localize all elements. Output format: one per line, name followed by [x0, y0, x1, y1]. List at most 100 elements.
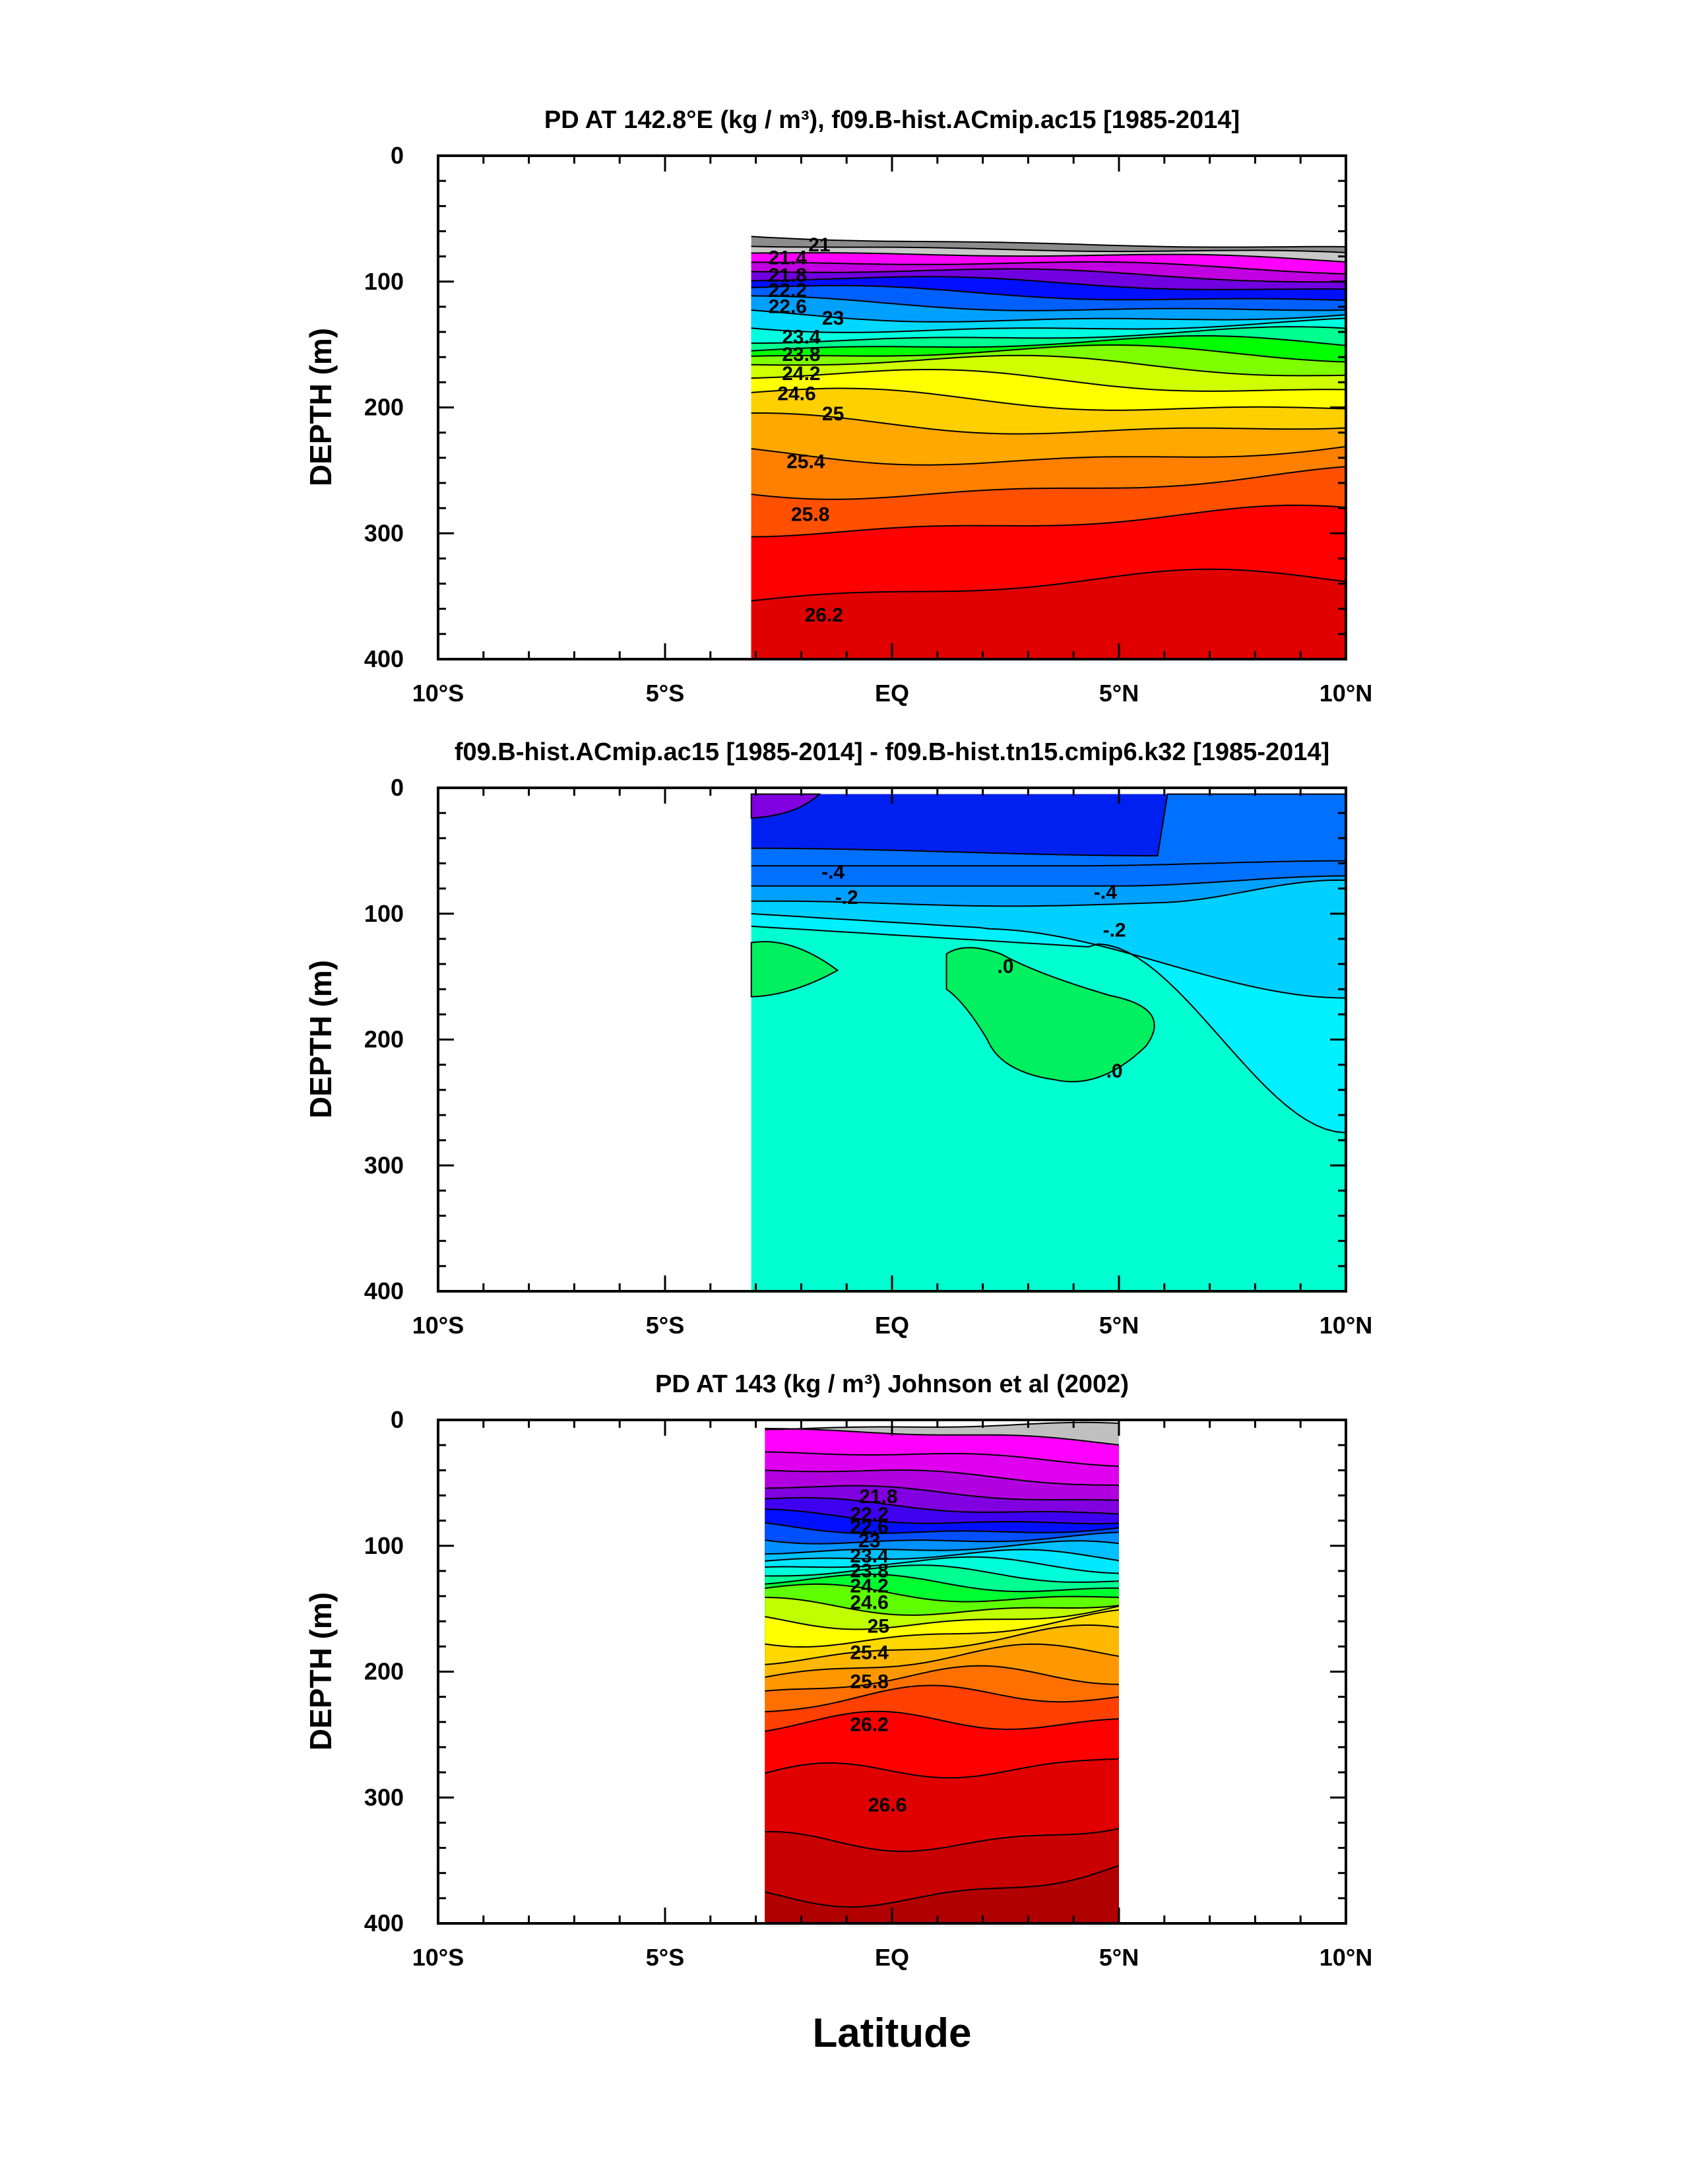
- x-tick-label: 10°S: [412, 680, 464, 707]
- contour-line-2: [765, 1427, 1120, 1446]
- contour-line-13: [765, 1564, 1120, 1583]
- contour-label: 22.6: [769, 296, 807, 318]
- y-tick-label: 0: [391, 1406, 404, 1433]
- contour-line-21: [751, 568, 1346, 602]
- contour-line-6: [751, 276, 1346, 290]
- contour-line-19: [751, 466, 1346, 500]
- x-tick-label: 10°S: [412, 1312, 464, 1339]
- contour-label: -.2: [835, 887, 858, 909]
- contour-line-10: [765, 1540, 1120, 1555]
- region-minus-0-1-line: [751, 925, 1346, 1134]
- contour-line-1: [765, 1421, 1120, 1430]
- contour-label: .0: [1106, 1060, 1123, 1082]
- region-minus-0-3-line: [751, 879, 1346, 907]
- contour-label: 25.8: [850, 1671, 888, 1693]
- panel-3-y-axis-label: DEPTH (m): [303, 1592, 338, 1750]
- panel-1-contour-lines: [751, 236, 1346, 602]
- region-minus-0-4-line: [751, 875, 1346, 887]
- contour-label: .0: [997, 956, 1013, 978]
- contour-line-23: [765, 1710, 1120, 1732]
- panel-2: f09.B-hist.ACmip.ac15 [1985-2014] - f09.…: [303, 738, 1372, 1339]
- contour-label: 23.8: [850, 1560, 888, 1582]
- region-minus-0-5: [751, 794, 1346, 856]
- contour-label: 21: [808, 234, 830, 256]
- contour-band-26: [765, 1865, 1119, 1923]
- x-tick-label: EQ: [875, 1312, 909, 1339]
- panel-3-title: PD AT 143 (kg / m³) Johnson et al (2002): [655, 1370, 1129, 1398]
- contour-line-9: [751, 309, 1346, 323]
- panel-1: PD AT 142.8°E (kg / m³), f09.B-hist.ACmi…: [303, 106, 1372, 707]
- y-tick-label: 300: [364, 519, 404, 546]
- contour-label: 26.2: [850, 1714, 888, 1735]
- region-strong-negative: [750, 793, 821, 819]
- x-tick-label: 10°N: [1320, 680, 1372, 707]
- contour-line-2: [751, 245, 1346, 253]
- region-minus-0-4b-line: [751, 860, 1346, 867]
- contour-label: 21.8: [859, 1486, 897, 1508]
- y-tick-label: 400: [364, 1910, 404, 1937]
- contour-label: 21.8: [769, 265, 807, 286]
- y-tick-label: 300: [364, 1783, 404, 1811]
- panel-3: PD AT 143 (kg / m³) Johnson et al (2002)…: [303, 1370, 1372, 1971]
- contour-line-20: [765, 1643, 1120, 1678]
- panel-3-axes: 10°S 5°S EQ 5°N 10°N 0 100 200 300 400: [364, 1406, 1372, 1971]
- contour-label: 23.8: [782, 344, 820, 366]
- contour-line-18: [751, 445, 1346, 466]
- contour-line-16: [751, 387, 1346, 411]
- contour-line-16: [765, 1596, 1120, 1616]
- contour-line-5: [765, 1485, 1120, 1501]
- contour-label: 25.4: [786, 451, 825, 472]
- x-tick-label: 5°S: [646, 1312, 684, 1339]
- contour-label: 22.2: [769, 280, 807, 302]
- panel-2-title: f09.B-hist.ACmip.ac15 [1985-2014] - f09.…: [455, 738, 1329, 766]
- panel-3-contour-lines: [765, 1421, 1120, 1908]
- contour-line-8: [751, 295, 1346, 311]
- x-axis-label: Latitude: [812, 2010, 971, 2056]
- y-tick-label: 400: [364, 1277, 404, 1304]
- contour-line-1: [751, 236, 1346, 248]
- contour-line-17: [751, 412, 1346, 435]
- contour-line-19: [765, 1624, 1120, 1665]
- x-tick-label: 10°N: [1320, 1944, 1372, 1971]
- x-tick-label: 5°N: [1099, 1312, 1139, 1339]
- region-minus-0-2-line: [751, 913, 1346, 999]
- panel-2-axes: 10°S 5°S EQ 5°N 10°N 0 100 200 300 400: [364, 774, 1372, 1339]
- y-tick-label: 200: [364, 394, 404, 421]
- y-tick-label: 300: [364, 1151, 404, 1178]
- region-positive-west: [750, 941, 839, 998]
- panel-1-title: PD AT 142.8°E (kg / m³), f09.B-hist.ACmi…: [544, 106, 1240, 134]
- y-tick-label: 100: [364, 268, 404, 295]
- x-tick-label: 10°S: [412, 1944, 464, 1971]
- y-tick-label: 0: [391, 774, 404, 801]
- panel-3-filled-contours: [765, 1422, 1119, 1923]
- x-tick-label: EQ: [875, 680, 909, 707]
- y-tick-label: 200: [364, 1026, 404, 1053]
- contour-line-13: [751, 344, 1346, 363]
- contour-line-11: [765, 1549, 1120, 1562]
- contour-label: -.2: [1103, 919, 1126, 941]
- contour-line-10: [751, 317, 1346, 333]
- contour-line-7: [751, 284, 1346, 302]
- contour-line-9: [765, 1531, 1120, 1545]
- contour-label: 22.6: [850, 1516, 888, 1538]
- panel-2-contour-labels: -.4 -.2 -.4 -.2 .0 .0: [821, 862, 1126, 1082]
- x-tick-label: EQ: [875, 1944, 909, 1971]
- contour-line-6: [765, 1496, 1120, 1515]
- y-tick-label: 200: [364, 1658, 404, 1685]
- contour-line-14: [765, 1573, 1119, 1593]
- contour-line-15: [751, 368, 1346, 392]
- y-tick-label: 400: [364, 645, 404, 672]
- contour-label: 25: [822, 403, 844, 425]
- contour-label: 23: [822, 307, 844, 329]
- contour-line-3: [751, 252, 1346, 263]
- contour-line-18: [765, 1609, 1120, 1648]
- contour-line-24: [765, 1758, 1120, 1779]
- contour-line-12: [751, 335, 1346, 352]
- contour-line-7: [765, 1508, 1120, 1525]
- contour-label: 25: [868, 1616, 889, 1638]
- contour-line-15: [765, 1583, 1120, 1603]
- contour-line-25: [765, 1828, 1120, 1852]
